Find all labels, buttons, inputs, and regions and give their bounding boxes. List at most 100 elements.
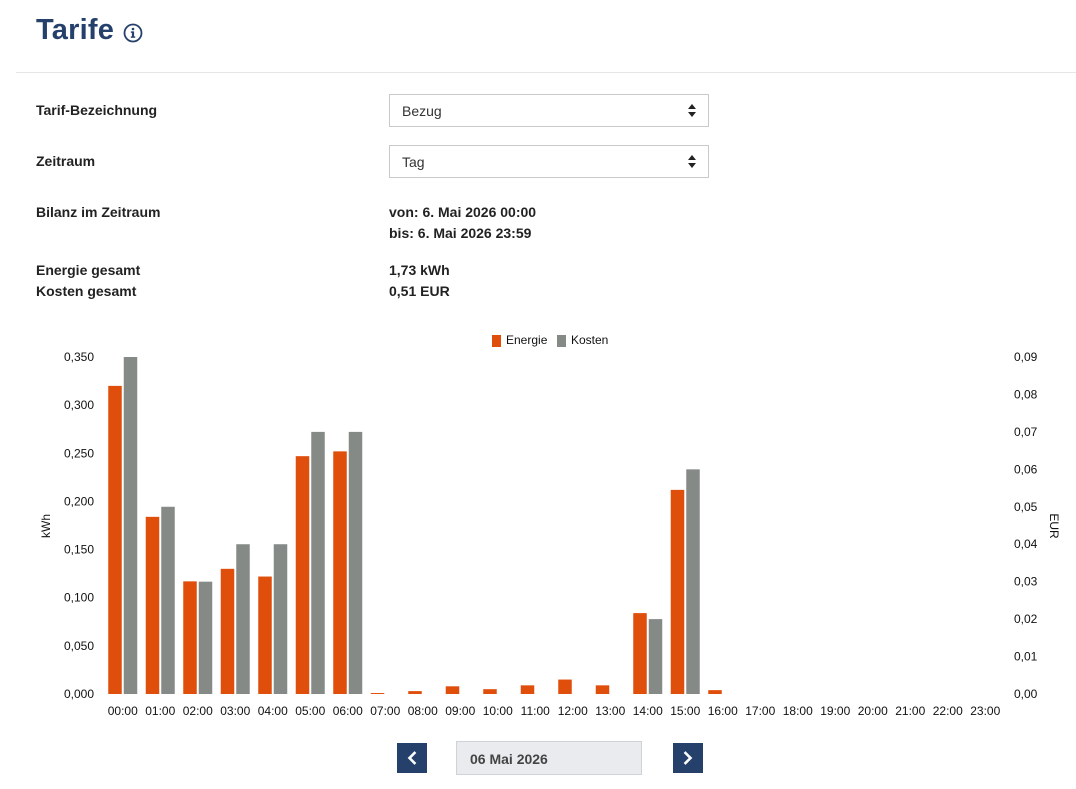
period-select-value: Tag xyxy=(402,154,425,170)
x-tick-label: 22:00 xyxy=(933,704,963,718)
x-tick-label: 13:00 xyxy=(595,704,625,718)
x-tick-label: 11:00 xyxy=(521,704,550,718)
x-tick-label: 04:00 xyxy=(258,704,288,718)
legend-swatch-kosten xyxy=(557,335,566,347)
x-tick-label: 23:00 xyxy=(970,704,1000,718)
bar-energie xyxy=(295,456,310,694)
y2-tick-label: 0,05 xyxy=(1014,500,1038,514)
x-tick-label: 03:00 xyxy=(220,704,250,718)
cost-total-value: 0,51 EUR xyxy=(389,283,450,299)
y-tick-label: 0,100 xyxy=(64,591,94,605)
info-circle-icon[interactable] xyxy=(123,23,143,43)
bar-energie xyxy=(708,690,722,694)
tariff-select-value: Bezug xyxy=(402,103,442,119)
y-tick-label: 0,150 xyxy=(64,543,94,557)
balance-from: von: 6. Mai 2026 00:00 xyxy=(389,204,537,220)
bar-energie xyxy=(483,689,497,694)
bar-energie xyxy=(370,693,385,694)
y2-tick-label: 0,02 xyxy=(1014,612,1038,626)
y2-tick-label: 0,04 xyxy=(1014,537,1038,551)
y2-tick-label: 0,07 xyxy=(1014,425,1038,439)
header-divider xyxy=(16,72,1076,73)
select-arrows-icon xyxy=(688,155,696,169)
chevron-right-icon xyxy=(683,751,693,765)
prev-day-button[interactable] xyxy=(397,743,427,773)
y-tick-label: 0,350 xyxy=(64,350,94,364)
period-label: Zeitraum xyxy=(36,153,96,169)
cost-total-label: Kosten gesamt xyxy=(36,283,137,299)
x-tick-label: 15:00 xyxy=(670,704,700,718)
y2-tick-label: 0,00 xyxy=(1014,687,1038,701)
y2-tick-label: 0,08 xyxy=(1014,387,1038,401)
x-tick-label: 09:00 xyxy=(445,704,475,718)
legend-label-energie: Energie xyxy=(506,333,548,347)
select-arrows-icon xyxy=(688,104,696,118)
y2-axis-title: EUR xyxy=(1047,513,1061,539)
x-tick-label: 01:00 xyxy=(145,704,175,718)
y-tick-label: 0,300 xyxy=(64,398,94,412)
x-tick-label: 18:00 xyxy=(783,704,813,718)
next-day-button[interactable] xyxy=(673,743,703,773)
x-tick-label: 06:00 xyxy=(333,704,363,718)
bar-kosten xyxy=(123,357,138,694)
x-tick-label: 05:00 xyxy=(295,704,325,718)
bar-energie xyxy=(145,516,160,694)
bar-kosten xyxy=(198,581,213,694)
balance-label: Bilanz im Zeitraum xyxy=(36,204,161,220)
y2-tick-label: 0,01 xyxy=(1014,650,1038,664)
bar-kosten xyxy=(311,431,325,694)
bar-kosten xyxy=(348,431,363,694)
x-tick-label: 12:00 xyxy=(558,704,588,718)
energy-total-value: 1,73 kWh xyxy=(389,262,450,278)
bar-energie xyxy=(445,686,460,694)
y-tick-label: 0,000 xyxy=(64,687,94,701)
x-tick-label: 02:00 xyxy=(183,704,213,718)
bar-energie xyxy=(220,568,235,694)
y-tick-label: 0,050 xyxy=(64,639,94,653)
bar-energie xyxy=(408,691,422,694)
x-tick-label: 00:00 xyxy=(108,704,138,718)
energy-total-label: Energie gesamt xyxy=(36,262,141,278)
bar-kosten xyxy=(686,469,700,694)
bar-energie xyxy=(108,385,122,694)
x-tick-label: 10:00 xyxy=(483,704,513,718)
x-tick-label: 14:00 xyxy=(633,704,663,718)
bar-kosten xyxy=(236,544,250,694)
legend-swatch-energie xyxy=(492,335,501,347)
balance-to: bis: 6. Mai 2026 23:59 xyxy=(389,225,532,241)
bar-energie xyxy=(333,451,347,694)
x-tick-label: 21:00 xyxy=(895,704,925,718)
tariff-select[interactable]: Bezug xyxy=(389,94,709,127)
y2-tick-label: 0,09 xyxy=(1014,350,1038,364)
bar-energie xyxy=(670,489,685,694)
x-tick-label: 08:00 xyxy=(408,704,438,718)
bar-kosten xyxy=(161,506,175,694)
x-tick-label: 16:00 xyxy=(708,704,738,718)
bar-energie xyxy=(558,679,572,694)
bar-energie xyxy=(520,685,535,694)
page-header: Tarife xyxy=(36,14,143,47)
legend-label-kosten: Kosten xyxy=(571,333,608,347)
bar-energie xyxy=(183,581,197,694)
y2-tick-label: 0,03 xyxy=(1014,575,1038,589)
bar-energie xyxy=(633,613,647,694)
y2-tick-label: 0,06 xyxy=(1014,462,1038,476)
bar-energie xyxy=(258,576,272,694)
page-title: Tarife xyxy=(36,14,115,46)
bar-energie xyxy=(595,685,610,694)
y-tick-label: 0,200 xyxy=(64,494,94,508)
x-tick-label: 07:00 xyxy=(370,704,400,718)
x-tick-label: 17:00 xyxy=(745,704,775,718)
x-tick-label: 19:00 xyxy=(820,704,850,718)
date-display[interactable]: 06 Mai 2026 xyxy=(456,741,642,775)
chevron-left-icon xyxy=(407,751,417,765)
date-display-value: 06 Mai 2026 xyxy=(470,751,548,767)
bar-kosten xyxy=(648,619,663,694)
bar-kosten xyxy=(273,544,288,694)
tariff-label: Tarif-Bezeichnung xyxy=(36,102,158,118)
y-axis-title: kWh xyxy=(39,514,53,538)
tariff-chart: 0,000 0,050 0,100 0,150 0,200 0,250 0,300 0,350… xyxy=(39,333,1061,718)
x-tick-label: 20:00 xyxy=(858,704,888,718)
period-select[interactable]: Tag xyxy=(389,145,709,178)
y-tick-label: 0,250 xyxy=(64,446,94,460)
